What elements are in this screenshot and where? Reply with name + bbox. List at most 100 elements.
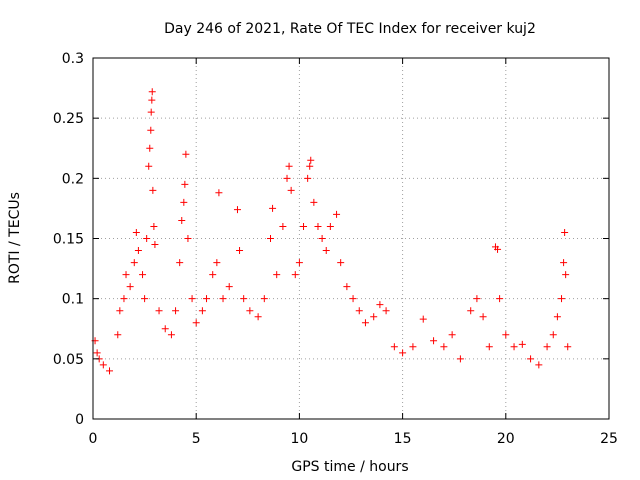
data-point — [326, 222, 334, 230]
x-tick-label: 0 — [89, 431, 98, 447]
data-point — [99, 361, 107, 369]
data-point — [399, 349, 407, 357]
data-point — [510, 343, 518, 351]
chart-title: Day 246 of 2021, Rate Of TEC Index for r… — [164, 21, 536, 37]
data-point — [148, 96, 156, 104]
data-point — [180, 198, 188, 206]
data-point — [376, 301, 384, 309]
data-point — [219, 295, 227, 303]
data-point — [304, 174, 312, 182]
data-point — [267, 235, 275, 242]
data-point — [233, 206, 241, 214]
data-point — [300, 222, 308, 230]
data-point — [564, 343, 572, 351]
data-point — [143, 235, 151, 242]
data-point — [106, 367, 114, 375]
data-point — [561, 228, 569, 236]
data-point — [283, 174, 291, 182]
data-point — [178, 216, 186, 224]
data-point — [167, 331, 175, 339]
data-point — [355, 307, 363, 315]
data-point — [502, 331, 510, 339]
data-point — [146, 144, 154, 152]
data-point — [184, 235, 192, 242]
data-point — [215, 189, 223, 197]
data-point — [260, 295, 268, 303]
data-point — [147, 126, 155, 134]
grid — [93, 58, 609, 419]
data-point — [285, 162, 293, 170]
data-point — [307, 156, 315, 164]
data-point — [291, 271, 299, 279]
x-axis-label: GPS time / hours — [291, 459, 408, 475]
data-point — [390, 343, 398, 351]
data-point — [145, 162, 153, 170]
data-point — [310, 198, 318, 206]
data-point — [114, 331, 122, 339]
data-point — [467, 307, 475, 315]
data-point — [176, 259, 184, 267]
data-point — [409, 343, 417, 351]
data-point — [198, 307, 206, 315]
y-axis-label: ROTI / TECUs — [7, 192, 23, 284]
data-point — [361, 319, 369, 327]
x-tick-label: 25 — [600, 431, 618, 447]
data-point — [496, 295, 504, 303]
data-point — [209, 271, 217, 279]
data-point — [148, 88, 156, 96]
data-point — [535, 361, 543, 369]
data-point — [543, 343, 551, 351]
data-point — [558, 295, 566, 303]
data-point — [322, 247, 330, 255]
data-point — [139, 271, 147, 279]
data-point — [213, 259, 221, 267]
data-point — [430, 337, 438, 345]
data-point — [172, 307, 180, 315]
data-point — [494, 245, 502, 253]
data-point — [93, 349, 101, 357]
data-point — [240, 295, 248, 303]
data-point — [130, 259, 138, 267]
data-point — [419, 315, 427, 323]
data-point — [155, 307, 163, 315]
data-point — [151, 241, 159, 249]
y-tick-label: 0 — [75, 412, 84, 428]
data-point — [122, 271, 130, 279]
data-point — [485, 343, 493, 351]
data-point — [132, 228, 140, 236]
data-point — [181, 180, 189, 188]
axis-ticks: 0 5 10 15 20 25 0 0.05 0.1 0.15 0.2 0.25 0.3 — [53, 51, 618, 447]
data-point — [549, 331, 557, 339]
data-point — [150, 222, 158, 230]
data-point — [370, 313, 378, 321]
y-tick-label: 0.15 — [53, 232, 84, 248]
data-point — [246, 307, 254, 315]
data-point — [236, 247, 244, 255]
data-points — [91, 88, 572, 375]
data-point — [560, 259, 568, 267]
data-point — [518, 340, 526, 348]
data-point — [349, 295, 357, 303]
y-tick-label: 0.3 — [62, 51, 84, 67]
x-tick-label: 15 — [394, 431, 412, 447]
data-point — [343, 283, 351, 291]
data-point — [337, 259, 345, 267]
data-point — [562, 271, 570, 279]
data-point — [382, 307, 390, 315]
data-point — [448, 331, 456, 339]
data-point — [440, 343, 448, 351]
y-tick-label: 0.2 — [62, 171, 84, 187]
data-point — [287, 186, 295, 194]
data-point — [120, 295, 128, 303]
data-point — [225, 283, 233, 291]
data-point — [141, 295, 149, 303]
data-point — [149, 186, 157, 194]
x-tick-label: 10 — [290, 431, 308, 447]
x-tick-label: 20 — [497, 431, 515, 447]
data-point — [134, 247, 142, 255]
data-point — [147, 108, 155, 116]
data-point — [269, 204, 277, 212]
y-tick-label: 0.1 — [62, 292, 84, 308]
data-point — [295, 259, 303, 267]
